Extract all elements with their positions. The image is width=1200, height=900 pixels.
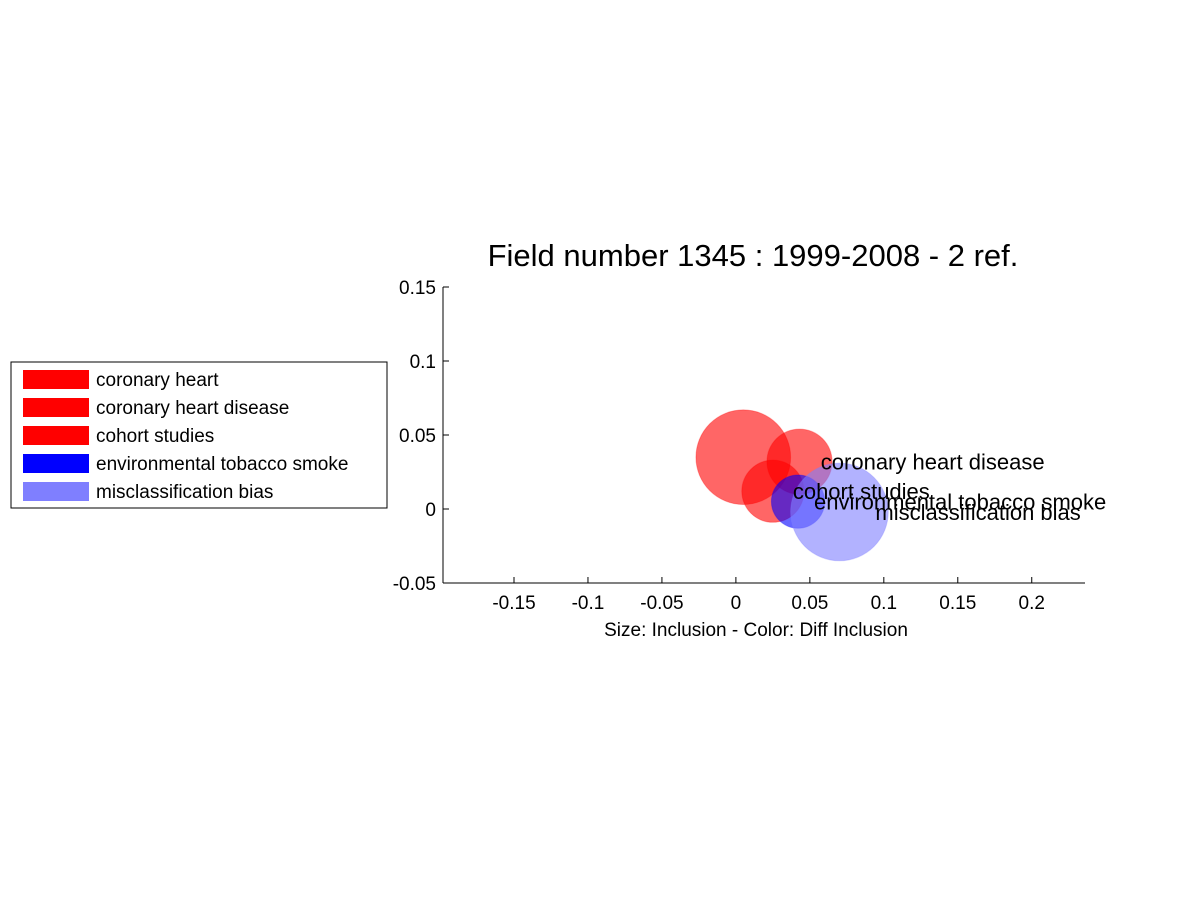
y-tick-label: 0: [425, 500, 436, 521]
legend-entry: misclassification bias: [96, 482, 273, 503]
legend-swatch: [23, 370, 89, 389]
plot-area: coronary heart disease cohort studiesenvi…: [393, 278, 1107, 614]
bubble-label: coronary heart disease: [821, 450, 1045, 475]
x-tick-label: -0.05: [640, 593, 683, 614]
legend-swatch: [23, 426, 89, 445]
y-tick-label: 0.05: [399, 426, 436, 447]
legend-entry: environmental tobacco smoke: [96, 454, 348, 475]
x-ticks: -0.15 -0.1 -0.05 0 0.05 0.1 0.15 0.2: [492, 577, 1045, 614]
y-tick-label: 0.1: [410, 352, 436, 373]
x-tick-label: 0.15: [939, 593, 976, 614]
x-axis-label: Size: Inclusion - Color: Diff Inclusion: [604, 620, 908, 641]
legend-swatch: [23, 398, 89, 417]
legend-swatch: [23, 482, 89, 501]
bubbles: [695, 409, 889, 562]
y-tick-label: 0.15: [399, 278, 436, 299]
chart-title: Field number 1345 : 1999-2008 - 2 ref.: [488, 238, 1019, 273]
x-tick-label: -0.15: [492, 593, 535, 614]
y-tick-label: -0.05: [393, 574, 436, 595]
bubble-labels: coronary heart disease cohort studiesenvi…: [793, 450, 1106, 525]
y-ticks: -0.05 0 0.05 0.1 0.15: [393, 278, 449, 595]
bubble-label: cohort studies: [793, 479, 930, 504]
x-tick-label: -0.1: [572, 593, 605, 614]
legend-swatch: [23, 454, 89, 473]
x-tick-label: 0.1: [871, 593, 897, 614]
x-tick-label: 0.05: [791, 593, 828, 614]
bubble-point: [790, 462, 889, 562]
legend-entry: cohort studies: [96, 426, 214, 447]
legend-entry: coronary heart disease: [96, 398, 289, 419]
bubble-label: environmental tobacco smoke: [814, 490, 1106, 515]
legend: coronary heart coronary heart disease coho…: [10, 361, 388, 509]
legend-entry: coronary heart: [96, 370, 219, 391]
x-tick-label: 0.2: [1019, 593, 1045, 614]
x-tick-label: 0: [731, 593, 742, 614]
bubble-label: misclassification bias: [875, 500, 1080, 525]
